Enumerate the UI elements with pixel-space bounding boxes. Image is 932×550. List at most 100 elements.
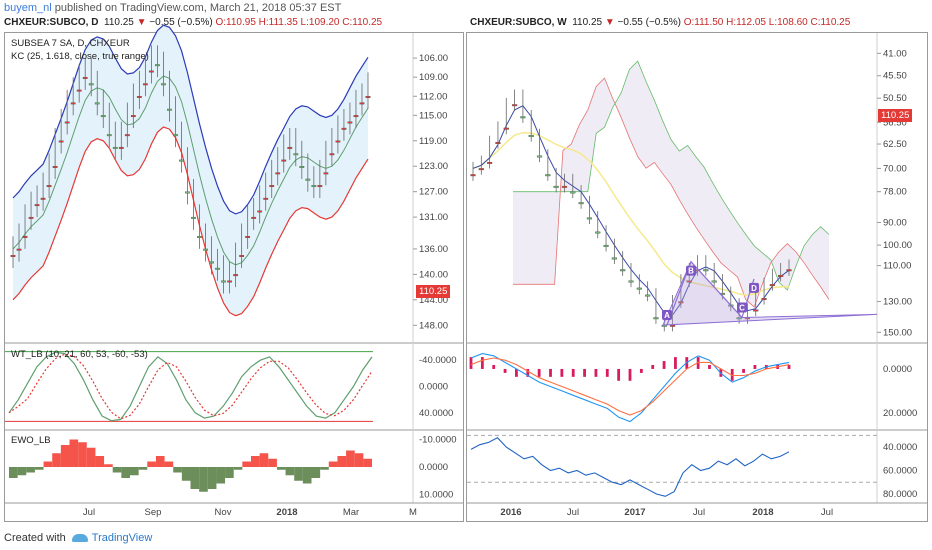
ewo-bar	[216, 467, 226, 484]
ewo-bar	[354, 453, 364, 467]
y-tick-label: 109.00	[419, 72, 448, 83]
ewo-bar	[52, 453, 61, 467]
footer: Created with TradingView	[4, 532, 152, 544]
ewo-bar	[78, 442, 87, 467]
down-arrow-icon: ▼	[136, 17, 147, 28]
macd-histogram-bar	[480, 357, 484, 369]
candle	[341, 127, 347, 130]
ewo-bar	[363, 458, 372, 467]
macd-histogram-bar	[549, 368, 552, 377]
candle	[124, 134, 130, 137]
x-tick-label: Mar	[343, 507, 359, 518]
candle	[88, 83, 94, 86]
footer-created: Created with	[4, 532, 66, 544]
signal-line	[470, 357, 790, 416]
candle	[227, 280, 233, 283]
ewo-bar	[130, 467, 139, 476]
candle	[495, 142, 501, 145]
ewo-bar	[138, 467, 148, 470]
wt-tick-label: -40.0000	[419, 355, 457, 366]
ewo-bar	[337, 456, 347, 467]
ewo-bar	[69, 439, 79, 467]
ewo-bar	[225, 467, 234, 478]
candle	[753, 309, 759, 312]
candle	[155, 64, 160, 67]
macd-histogram-bar	[526, 368, 530, 377]
candle	[287, 146, 293, 149]
ewo-bar	[112, 467, 122, 473]
right-price-marker: 110.25	[878, 109, 913, 122]
ewo-bar	[259, 453, 269, 467]
candle	[769, 284, 775, 287]
candle	[347, 121, 353, 124]
x-tick-label: Nov	[215, 507, 232, 518]
y-tick-label: 131.00	[419, 212, 448, 223]
y-tick-label: 50.50	[883, 93, 907, 104]
slow-ma	[472, 131, 790, 297]
ewo-bar	[34, 467, 44, 470]
candle	[503, 127, 509, 130]
candle	[10, 255, 16, 257]
candle	[778, 274, 784, 277]
candle	[329, 153, 335, 156]
left-chart-panel[interactable]: 148.00 144.00 140.00 136.00 131.00 127.00 123.…	[4, 24, 464, 522]
author-link[interactable]: buyem_nl	[4, 2, 52, 14]
left-chart-svg: 148.00 144.00 140.00 136.00 131.00 127.00 123.…	[5, 24, 463, 518]
pattern-point-badge	[662, 310, 672, 321]
candle	[281, 159, 287, 162]
candle	[365, 96, 371, 98]
ewo-tick-label: -10.0000	[419, 435, 457, 446]
candle	[628, 280, 634, 283]
publish-info: published on TradingView.com, March 21, …	[51, 2, 342, 14]
candle	[470, 174, 476, 177]
footer-brand-link[interactable]: TradingView	[91, 532, 153, 544]
candle	[611, 257, 617, 260]
ewo-tick-label: 0.0000	[419, 462, 448, 473]
x-tick-label: Jul	[567, 507, 579, 518]
macd-histogram-bar	[583, 368, 586, 377]
ewo-bar	[26, 467, 35, 473]
ewo-bar	[233, 467, 243, 470]
candle	[70, 102, 76, 105]
right-chart-panel[interactable]: 150.00 130.00 110.00 100.00 90.00 78.00 70.00 6…	[466, 32, 928, 522]
macd-tick-label: 20.0000	[883, 408, 917, 419]
pattern-point-label: A	[664, 311, 670, 320]
left-symbol: CHXEUR:SUBCO, D	[4, 17, 99, 28]
ewo-bar	[17, 467, 27, 476]
candle	[678, 301, 684, 304]
x-tick-label: Jul	[83, 507, 95, 518]
candle	[22, 236, 28, 238]
macd-histogram-bar	[492, 364, 496, 369]
macd-histogram-bar	[651, 364, 655, 369]
candle	[299, 166, 305, 168]
right-change: −0.55 (−0.5%)	[617, 17, 681, 28]
candle	[16, 248, 22, 251]
x-tick-label: 2018	[752, 507, 773, 518]
y-tick-label: 41.00	[883, 48, 907, 59]
ewo-bar	[328, 461, 338, 467]
y-tick-label: 70.00	[883, 163, 907, 174]
x-tick-label: 2017	[624, 507, 645, 518]
abcd-path	[666, 260, 755, 326]
ewo-bar	[181, 467, 191, 481]
ewo-bar	[311, 467, 321, 478]
down-arrow-icon: ▼	[604, 17, 615, 28]
y-tick-label: 100.00	[883, 240, 912, 251]
left-last: 110.25	[104, 17, 134, 28]
y-tick-label: 130.00	[883, 297, 912, 308]
ewo-tick-label: 10.0000	[419, 490, 453, 501]
candle	[636, 287, 642, 290]
macd-histogram-bar	[674, 357, 677, 369]
candle	[130, 115, 136, 118]
macd-histogram-bar	[696, 357, 700, 369]
ewo-bar	[285, 467, 295, 476]
wt-label: WT_LB (10, 21, 60, 53, -60, -53)	[11, 349, 148, 360]
candle	[317, 185, 323, 188]
candle	[179, 159, 184, 162]
pattern-point-badge	[686, 265, 696, 276]
publish-header: buyem_nl published on TradingView.com, M…	[4, 2, 341, 14]
ewo-bar	[86, 447, 96, 467]
macd-histogram-bar	[571, 368, 575, 377]
candle	[293, 153, 299, 156]
y-tick-label: 112.00	[419, 91, 447, 102]
